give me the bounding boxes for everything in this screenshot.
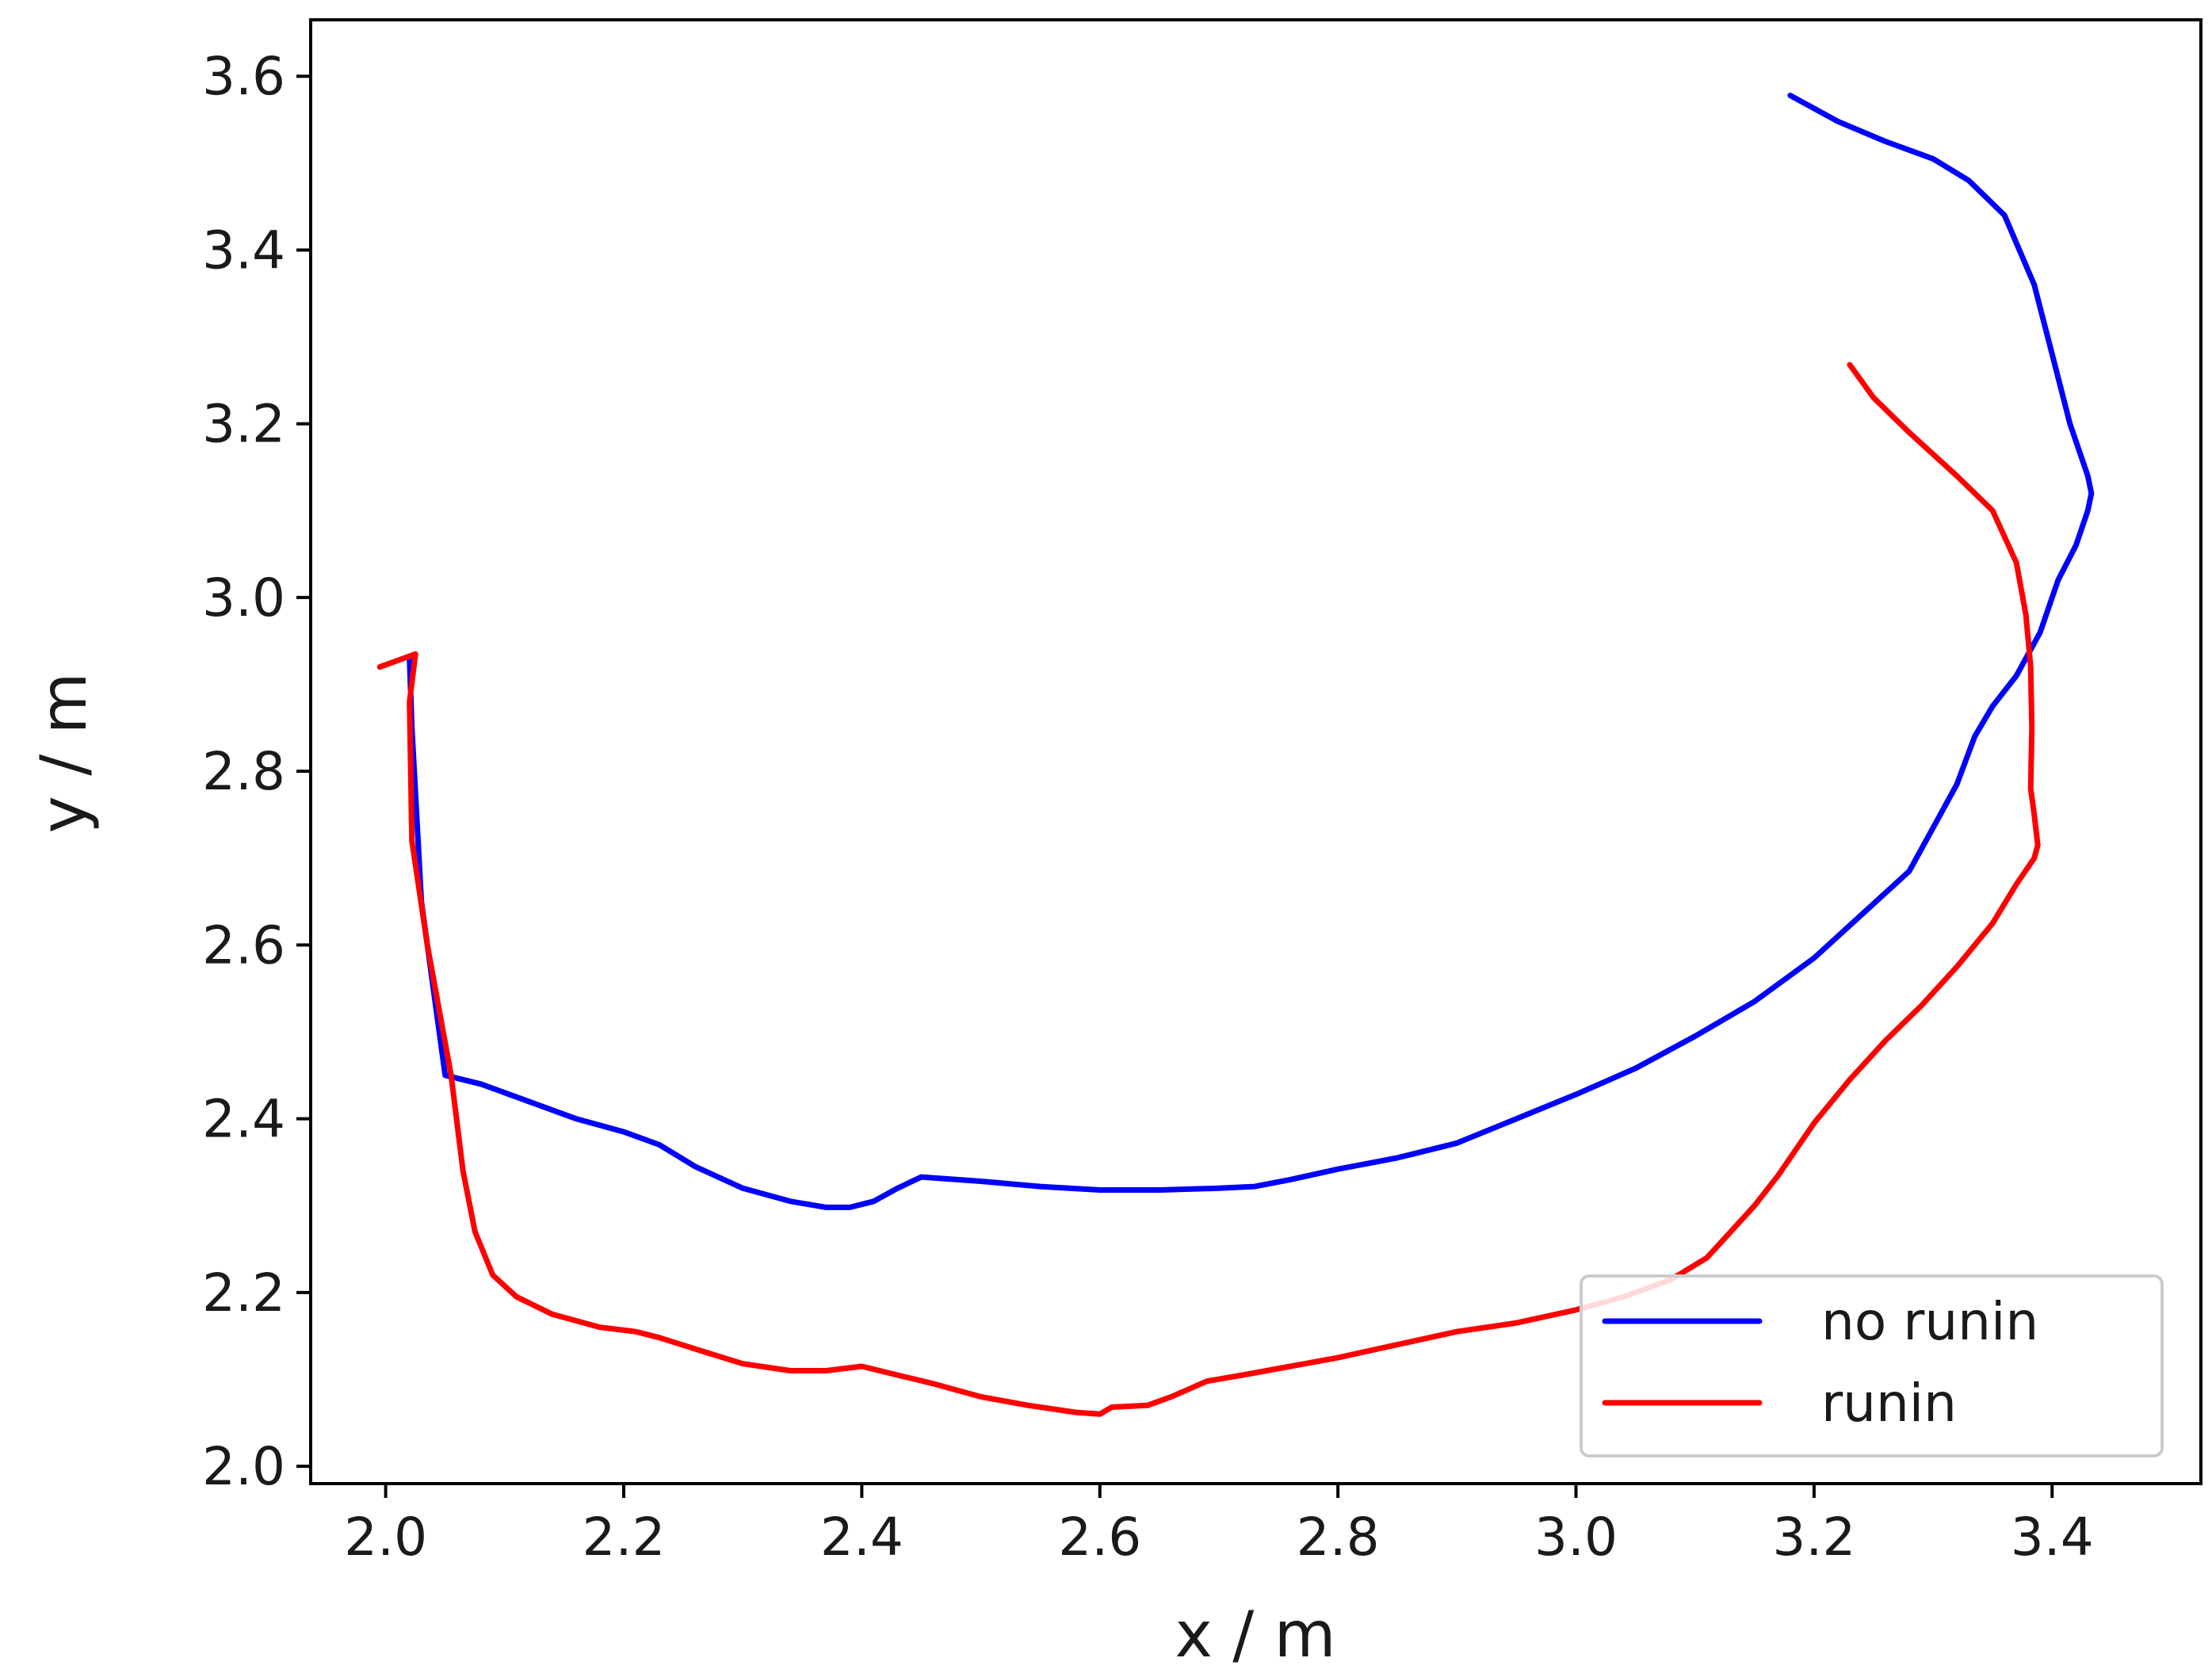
legend-label-runin: runin [1821,1373,1957,1434]
y-tick-label: 2.4 [202,1089,285,1150]
y-tick-label: 3.0 [202,567,285,628]
y-tick-label: 2.8 [202,741,285,802]
legend-label-no-runin: no runin [1821,1291,2038,1352]
x-tick-label: 2.2 [583,1507,666,1568]
y-tick-label: 2.2 [202,1263,285,1324]
y-tick-label: 2.6 [202,915,285,976]
x-tick-label: 2.6 [1058,1507,1141,1568]
x-axis-ticks: 2.0 2.2 2.4 2.6 2.8 3.0 3.2 3.4 [344,1484,2094,1568]
x-tick-label: 3.0 [1534,1507,1618,1568]
legend: no runin runin [1580,1274,2164,1457]
y-axis-label: y / m [27,672,101,833]
x-tick-label: 2.8 [1297,1507,1380,1568]
x-tick-label: 2.4 [820,1507,904,1568]
series-line-no-runin [407,92,2095,1210]
y-tick-label: 2.0 [202,1436,285,1497]
x-tick-label: 3.2 [1772,1507,1855,1568]
series-line-runin [376,361,2041,1417]
y-tick-label: 3.4 [202,220,285,281]
x-tick-label: 2.0 [344,1507,427,1568]
x-tick-label: 3.4 [2011,1507,2094,1568]
series-lines [376,92,2095,1417]
plot-area-frame [309,18,2202,1485]
y-tick-label: 3.2 [202,394,285,455]
x-axis-label: x / m [1175,1598,1335,1671]
y-tick-label: 3.6 [202,46,285,107]
y-axis-ticks: 2.0 2.2 2.4 2.6 2.8 3.0 3.2 3.4 3.6 [202,46,311,1497]
